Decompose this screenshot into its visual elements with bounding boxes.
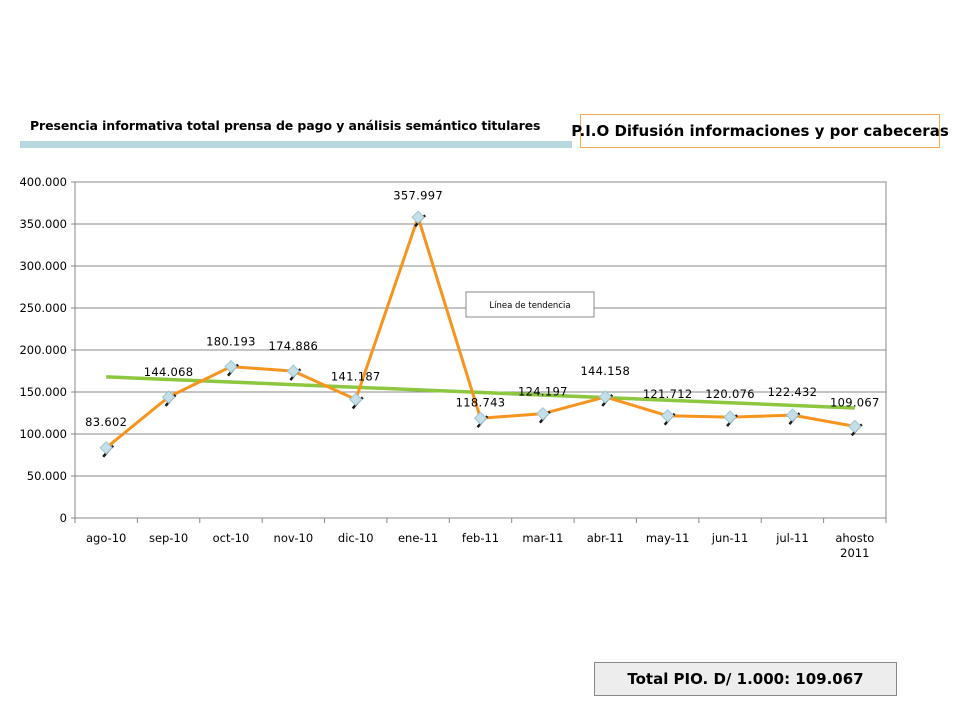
data-point	[785, 408, 800, 422]
pio-label-box: P.I.O Difusión informaciones y por cabec…	[571, 114, 949, 148]
data-label: 122.432	[768, 385, 818, 399]
x-tick-label: mar-11	[522, 531, 563, 545]
series-group	[99, 210, 863, 458]
data-labels: 83.602 144.068 180.193 174.886 141.187 357.99…	[85, 188, 879, 428]
data-label: 120.076	[705, 387, 755, 401]
x-tick-label: jul-11	[775, 531, 808, 545]
trendline	[106, 375, 855, 410]
data-point	[660, 409, 675, 423]
trendline-legend-box	[465, 291, 595, 318]
y-tick-label: 50.000	[27, 469, 67, 483]
y-tick-label: 300.000	[19, 259, 67, 273]
y-tick-label: 150.000	[19, 385, 67, 399]
x-axis-labels: ago-10 sep-10 oct-10 nov-10 dic-10 ene-11 feb-…	[86, 531, 874, 560]
trendline-legend: Línea de tendencia	[465, 291, 595, 318]
data-label: 174.886	[269, 339, 319, 353]
data-label: 121.712	[643, 387, 693, 401]
chart-axes	[71, 181, 887, 523]
trendline-legend-label: Línea de tendencia	[489, 301, 570, 311]
x-tick-label: ahosto 2011	[835, 531, 874, 560]
data-point	[349, 392, 363, 407]
chart-grid	[75, 223, 886, 477]
x-tick-label: oct-10	[213, 531, 250, 545]
x-tick-label: abr-11	[587, 531, 624, 545]
x-tick-label: jun-11	[711, 531, 749, 545]
trendline-group	[106, 375, 855, 410]
data-point	[723, 410, 737, 424]
data-label: 83.602	[85, 415, 127, 429]
data-point	[224, 359, 238, 374]
data-point	[848, 419, 862, 434]
y-tick-label: 350.000	[19, 217, 67, 231]
y-tick-label: 250.000	[19, 301, 67, 315]
x-tick-label: dic-10	[338, 531, 374, 545]
data-label: 124.197	[518, 385, 568, 399]
data-point	[536, 406, 550, 421]
data-point	[99, 441, 113, 455]
x-tick-label: nov-10	[274, 531, 314, 545]
y-axis-labels: 0 50.000 100.000 150.000 200.000 250.000 300.0…	[19, 175, 67, 525]
data-point	[161, 390, 176, 404]
data-label: 144.068	[144, 365, 194, 379]
y-tick-label: 400.000	[19, 175, 67, 189]
x-tick-label: may-11	[646, 531, 690, 545]
data-label: 141.187	[331, 369, 381, 383]
y-tick-label: 200.000	[19, 343, 67, 357]
data-label: 118.743	[456, 395, 506, 409]
total-pio-box: Total PIO. D/ 1.000: 109.067	[594, 662, 897, 696]
title-underline-bar	[20, 141, 572, 148]
x-tick-label: sep-10	[149, 531, 188, 545]
x-tick-label: ago-10	[86, 531, 126, 545]
data-point	[286, 364, 301, 378]
data-point	[473, 411, 488, 425]
x-tick-label: ene-11	[398, 531, 438, 545]
line-chart: 0 50.000 100.000 150.000 200.000 250.000 300.0…	[19, 175, 887, 560]
page-title: Presencia informativa total prensa de pa…	[30, 118, 541, 133]
x-tick-label: feb-11	[462, 531, 499, 545]
data-point	[598, 390, 612, 404]
data-label: 109.067	[830, 395, 880, 409]
data-label: 180.193	[206, 335, 256, 349]
y-tick-label: 100.000	[19, 427, 67, 441]
y-tick-label: 0	[60, 511, 67, 525]
data-point	[411, 210, 425, 224]
data-label: 144.158	[580, 364, 630, 378]
data-label: 357.997	[393, 188, 443, 202]
